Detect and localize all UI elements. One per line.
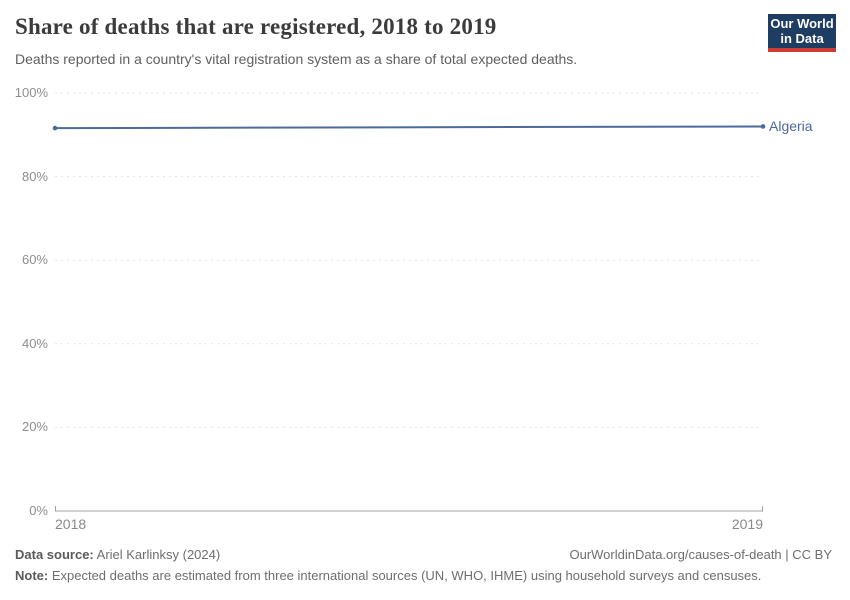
x-axis-tick-label: 2018 [55, 516, 87, 532]
y-axis-tick-label: 60% [21, 252, 48, 268]
data-source-line: Data source: Ariel Karlinksy (2024) [15, 547, 220, 562]
owid-link: OurWorldinData.org/causes-of-death | CC … [569, 547, 832, 562]
y-axis-tick-label: 80% [21, 168, 48, 184]
owid-logo-line1: Our World [770, 16, 834, 31]
series-line-algeria [54, 125, 764, 130]
owid-logo: Our World in Data [768, 14, 836, 52]
data-point [52, 125, 58, 131]
y-axis-tick-label: 40% [21, 335, 48, 351]
series-label: Algeria [769, 118, 813, 135]
note-value: Expected deaths are estimated from three… [48, 568, 762, 583]
data-source-label: Data source: [15, 547, 94, 562]
chart-title: Share of deaths that are registered, 201… [15, 14, 497, 39]
chart-subtitle: Deaths reported in a country's vital reg… [15, 51, 578, 67]
owid-logo-line2: in Data [780, 31, 824, 46]
note-label: Note: [15, 568, 49, 583]
data-source-value: Ariel Karlinksy (2024) [93, 547, 221, 562]
y-axis-tick-label: 100% [14, 85, 48, 100]
data-point [760, 124, 766, 129]
y-axis-tick-label: 0% [29, 503, 48, 518]
x-axis-tick-label: 2019 [731, 516, 763, 532]
y-axis-tick-label: 20% [21, 419, 48, 435]
note-line: Note: Expected deaths are estimated from… [15, 568, 761, 583]
